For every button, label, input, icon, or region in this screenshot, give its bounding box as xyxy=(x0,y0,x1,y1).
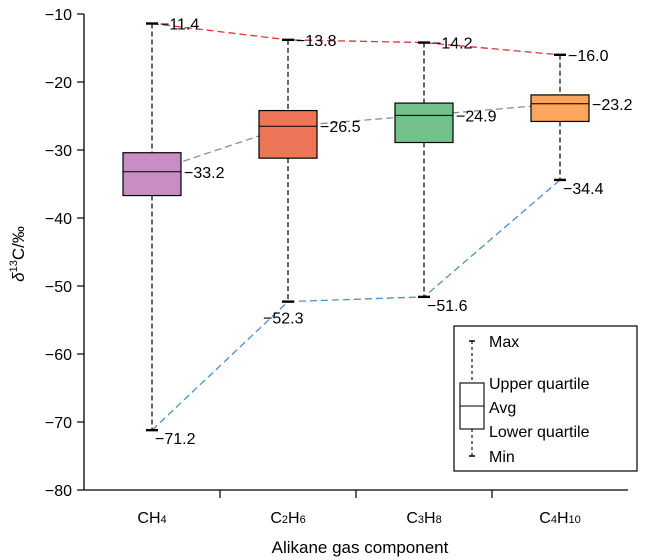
x-tick-subscript: 8 xyxy=(436,514,442,526)
x-axis-title: Alikane gas component xyxy=(272,538,449,557)
x-tick-subscript: 2 xyxy=(282,514,288,526)
x-tick-text: C xyxy=(137,510,149,527)
x-tick-text: C xyxy=(539,510,551,527)
y-tick-label: −70 xyxy=(45,415,72,432)
x-tick-text: H xyxy=(288,510,300,527)
box-iqr xyxy=(258,109,318,159)
y-axis-title: δ13C/‰ xyxy=(8,226,28,282)
x-tick-label: CH4 xyxy=(137,510,166,527)
y-tick-label: −60 xyxy=(45,347,72,364)
y-tick-label: −10 xyxy=(45,7,72,24)
avg-label: −33.2 xyxy=(184,165,225,182)
trend-line-avg xyxy=(151,103,561,173)
box-iqr xyxy=(122,152,182,197)
x-tick-subscript: 6 xyxy=(300,514,306,526)
y-tick-label: −50 xyxy=(45,279,72,296)
x-tick-subscript: 10 xyxy=(569,514,581,526)
trend-line-max xyxy=(151,22,561,56)
y-tick-label: −40 xyxy=(45,211,72,228)
y-tick-label: −80 xyxy=(45,483,72,500)
avg-label: −26.5 xyxy=(320,119,361,136)
trend-line-min xyxy=(151,179,561,431)
x-tick-text: H xyxy=(424,510,436,527)
legend-item-label: Avg xyxy=(489,400,516,417)
x-tick-label: C4H10 xyxy=(539,510,581,527)
y-tick-label: −20 xyxy=(45,75,72,92)
legend: Max Upper quartile Avg Lower quartile Min xyxy=(453,325,638,472)
y-tick-label: −30 xyxy=(45,143,72,160)
x-tick-subscript: 4 xyxy=(161,514,167,526)
x-tick-label: C3H8 xyxy=(406,510,441,527)
legend-item-label: Max xyxy=(489,334,519,351)
avg-label: −23.2 xyxy=(592,97,633,114)
x-tick-subscript: 4 xyxy=(551,514,557,526)
max-label: −13.8 xyxy=(296,33,337,50)
legend-item-label: Min xyxy=(489,449,515,466)
avg-label: −24.9 xyxy=(456,108,497,125)
x-tick-text: C xyxy=(270,510,282,527)
x-tick-subscript: 3 xyxy=(418,514,424,526)
x-tick-text: H xyxy=(557,510,569,527)
legend-item-label: Lower quartile xyxy=(489,424,590,441)
box-iqr xyxy=(530,94,590,123)
max-label: −11.4 xyxy=(160,17,199,34)
min-label: −71.2 xyxy=(155,431,196,448)
max-label: −16.0 xyxy=(568,48,609,65)
legend-item-label: Upper quartile xyxy=(489,376,590,393)
x-tick-text: C xyxy=(406,510,418,527)
box-iqr xyxy=(394,102,454,144)
min-label: −51.6 xyxy=(427,298,468,315)
min-label: −34.4 xyxy=(563,181,604,198)
min-label: −52.3 xyxy=(263,311,304,328)
max-label: −14.2 xyxy=(432,36,473,53)
x-tick-label: C2H6 xyxy=(270,510,305,527)
x-tick-text: H xyxy=(149,510,161,527)
